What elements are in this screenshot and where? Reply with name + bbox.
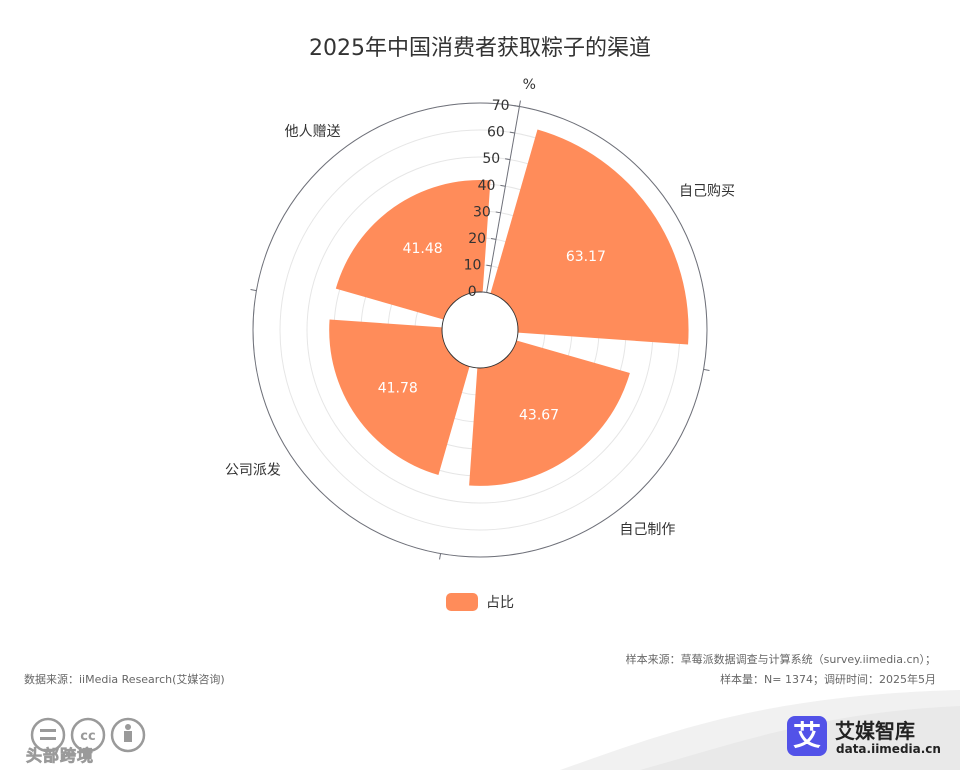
radial-tick-label: 0 bbox=[468, 284, 477, 300]
radial-tick bbox=[495, 211, 501, 214]
legend-swatch bbox=[446, 593, 478, 611]
cc-equal-icon bbox=[30, 717, 66, 753]
radial-tick-label: 40 bbox=[478, 178, 496, 194]
watermark-text: 头部跨境 bbox=[26, 746, 95, 766]
chart-bars bbox=[329, 129, 689, 486]
radial-axis-line bbox=[486, 106, 520, 293]
data-label: 41.78 bbox=[378, 381, 418, 397]
radial-tick bbox=[481, 291, 487, 294]
category-label: 自己制作 bbox=[619, 522, 675, 538]
radial-tick bbox=[500, 184, 506, 187]
radial-unit-label: % bbox=[523, 77, 536, 93]
angle-tick bbox=[439, 553, 442, 560]
bar-他人赠送 bbox=[335, 180, 491, 320]
radial-tick bbox=[486, 264, 492, 267]
outer-ring bbox=[252, 102, 708, 558]
radial-tick-label: 10 bbox=[464, 258, 482, 274]
data-label: 43.67 bbox=[519, 407, 559, 423]
legend[interactable]: 占比 bbox=[446, 593, 514, 611]
radial-tick bbox=[490, 238, 497, 240]
brand-name: 艾媒智库 bbox=[835, 719, 915, 743]
radial-tick bbox=[514, 105, 520, 107]
angle-tick bbox=[518, 100, 521, 107]
iimedia-logo-icon: 艾 bbox=[787, 716, 827, 756]
radial-tick bbox=[505, 158, 511, 161]
category-label: 他人赠送 bbox=[285, 124, 341, 140]
sample-size-note: 样本量：N= 1374；调研时间：2025年5月 bbox=[720, 673, 936, 686]
bar-自己购买 bbox=[490, 129, 689, 345]
data-label: 63.17 bbox=[566, 249, 606, 265]
chart-title: 2025年中国消费者获取粽子的渠道 bbox=[309, 36, 651, 61]
radial-tick bbox=[509, 131, 515, 134]
angle-tick bbox=[250, 289, 257, 292]
bar-公司派发 bbox=[329, 319, 470, 475]
bar-自己制作 bbox=[469, 340, 630, 486]
radial-tick-label: 60 bbox=[487, 125, 505, 141]
svg-text:cc: cc bbox=[80, 729, 95, 744]
sample-source-note: 样本来源：草莓派数据调查与计算系统（survey.iimedia.cn）； bbox=[625, 653, 936, 666]
category-label: 自己购买 bbox=[679, 184, 735, 200]
radial-axis: 0 10 20 30 40 50 60 70% bbox=[250, 77, 710, 560]
brand-url: data.iimedia.cn bbox=[836, 742, 941, 756]
data-source-note: 数据来源：iiMedia Research(艾媒咨询) bbox=[24, 673, 225, 686]
cc-cc-icon: cc bbox=[70, 717, 106, 753]
cc-by-icon bbox=[110, 717, 146, 753]
legend-label: 占比 bbox=[486, 595, 514, 611]
radial-tick-label: 20 bbox=[468, 231, 486, 247]
inner-hole bbox=[441, 291, 519, 369]
chart-labels: 63.17 自己购买 43.67 自己制作 41.78 公司派发 41.48 他人赠送 bbox=[225, 124, 735, 538]
radial-tick-label: 50 bbox=[482, 151, 500, 167]
radial-tick-label: 70 bbox=[492, 98, 510, 114]
category-label: 公司派发 bbox=[225, 462, 281, 478]
data-label: 41.48 bbox=[403, 241, 443, 257]
angle-tick bbox=[703, 368, 710, 371]
radial-tick-label: 30 bbox=[473, 204, 491, 220]
